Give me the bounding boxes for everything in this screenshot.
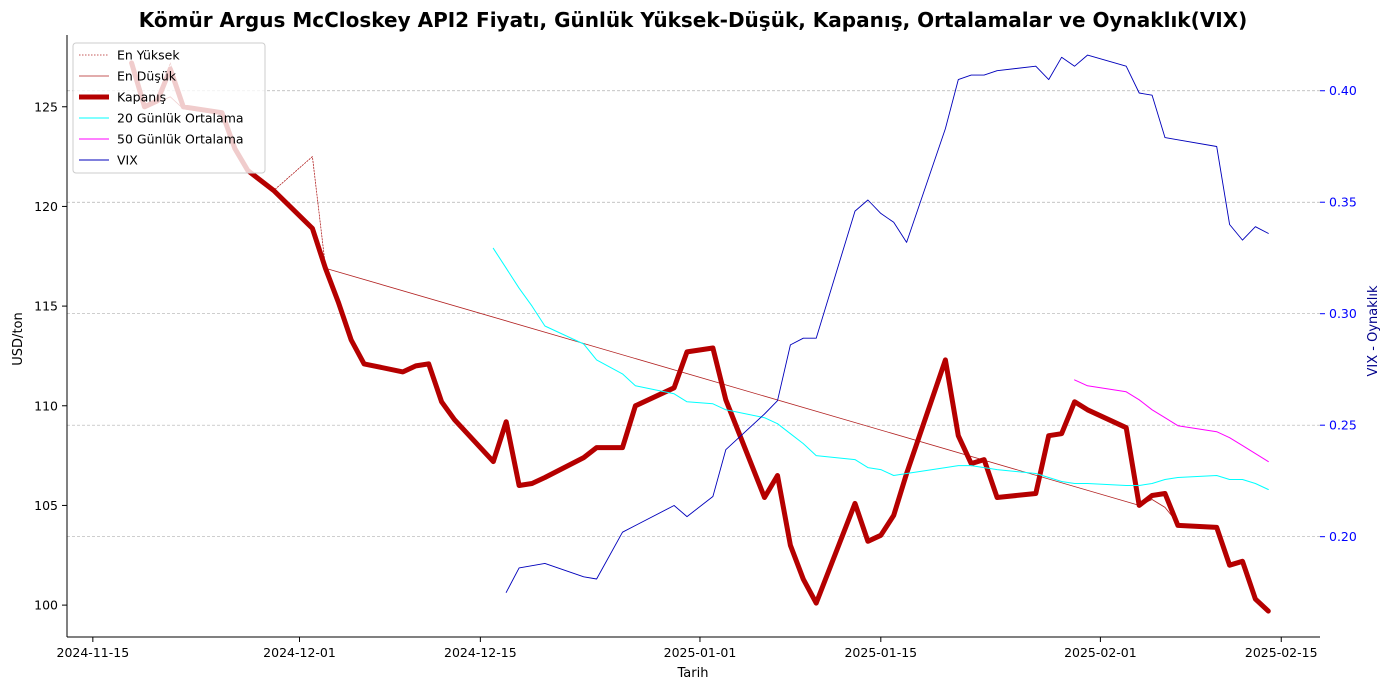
- legend-box: [72, 42, 266, 174]
- series-line-en-d-k: [131, 62, 1179, 524]
- legend-label: Kapanış: [117, 90, 166, 105]
- series-line-20-g-nl-k-ortalama: [492, 247, 1269, 490]
- x-tick-label: 2025-02-15: [1245, 645, 1318, 660]
- series-line-vix: [505, 54, 1269, 593]
- y2-tick-label: 0.25: [1329, 418, 1357, 433]
- series-line-50-g-nl-k-ortalama: [1074, 379, 1269, 463]
- series-line-kapan-: [129, 60, 1271, 614]
- grid-lines: [67, 90, 1320, 538]
- y-tick-label: 100: [34, 598, 58, 613]
- y-tick-label: 110: [34, 398, 58, 413]
- y2-tick-label: 0.20: [1329, 529, 1357, 544]
- y2-tick-label: 0.30: [1329, 306, 1357, 321]
- legend: En Yüksek En Düşük Kapanış 20 Günlük Ortala…: [72, 42, 266, 174]
- legend-label: En Yüksek: [117, 48, 180, 63]
- y-tick-label: 120: [34, 199, 58, 214]
- x-axis-label: Tarih: [677, 666, 709, 681]
- x-tick-label: 2025-01-15: [844, 645, 917, 660]
- chart-title: Kömür Argus McCloskey API2 Fiyatı, Günlü…: [139, 8, 1247, 32]
- y-axis-label: USD/ton: [11, 312, 26, 365]
- axes: 2024-11-15 2024-12-01 2024-12-15 2025-01-01…: [34, 35, 1357, 660]
- y-tick-label: 115: [34, 299, 58, 314]
- x-tick-label: 2024-11-15: [57, 645, 130, 660]
- y2-axis-label: VIX - Oynaklık: [1366, 285, 1381, 376]
- y2-tick-label: 0.35: [1329, 195, 1357, 210]
- y-tick-label: 105: [34, 498, 58, 513]
- legend-label: En Düşük: [117, 69, 177, 84]
- x-tick-label: 2025-01-01: [664, 645, 737, 660]
- data-lines: [129, 54, 1271, 614]
- y-tick-label: 125: [34, 99, 58, 114]
- legend-label: 50 Günlük Ortalama: [117, 132, 244, 147]
- y2-tick-label: 0.40: [1329, 83, 1357, 98]
- legend-label: VIX: [117, 153, 138, 168]
- legend-label: 20 Günlük Ortalama: [117, 111, 244, 126]
- x-tick-label: 2025-02-01: [1064, 645, 1137, 660]
- x-tick-label: 2024-12-15: [444, 645, 517, 660]
- x-tick-label: 2024-12-01: [263, 645, 336, 660]
